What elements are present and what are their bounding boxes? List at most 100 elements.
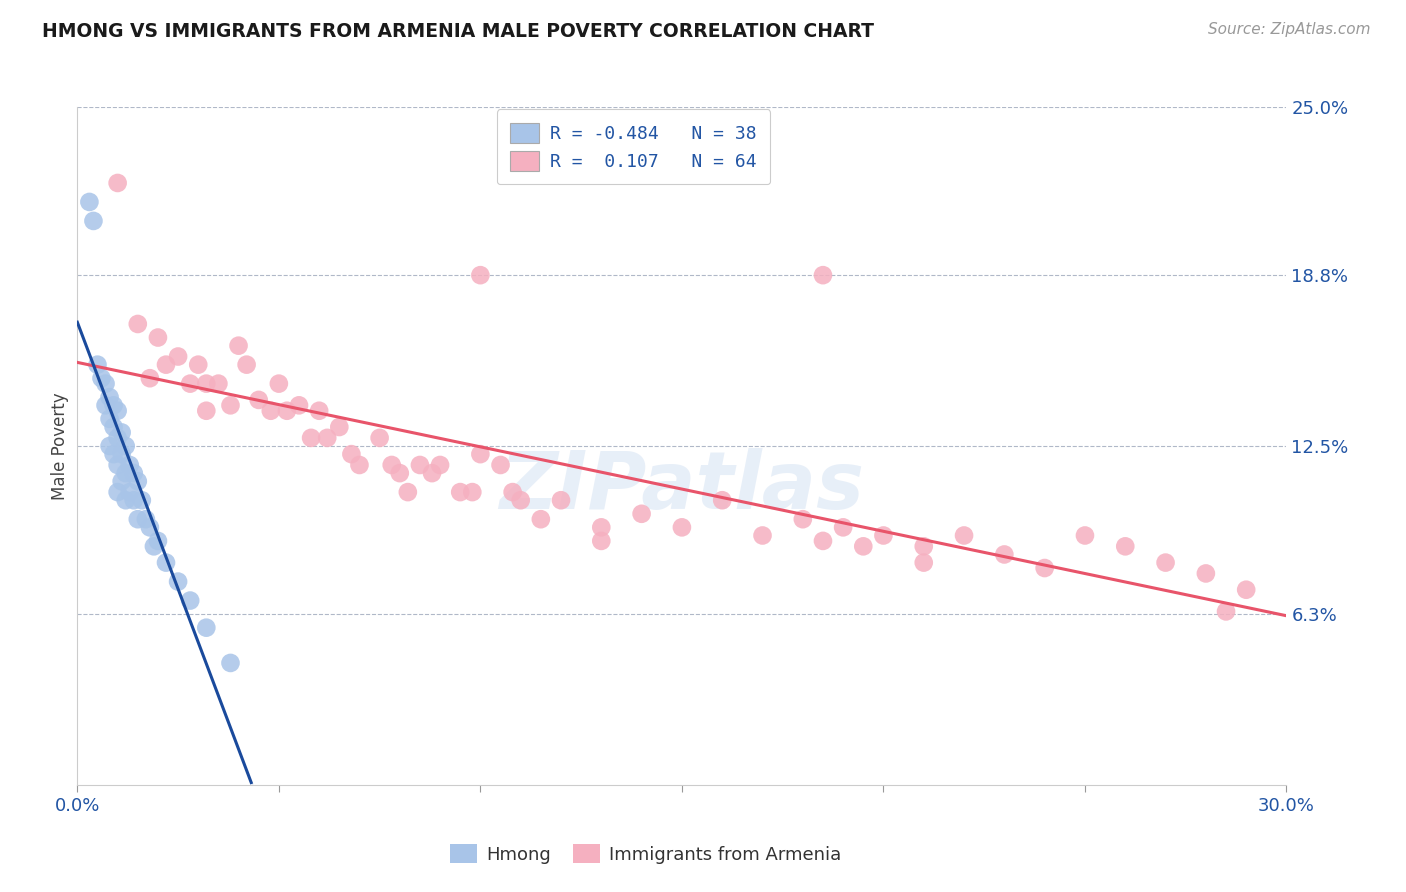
Point (79, 194, 101, 209)
Point (509, 493, 531, 508)
Text: Source: ZipAtlas.com: Source: ZipAtlas.com (1208, 22, 1371, 37)
Point (630, 507, 652, 521)
Point (1195, 566, 1218, 581)
Point (86, 358, 108, 372)
Point (114, 466, 136, 480)
Point (111, 425, 134, 440)
Text: HMONG VS IMMIGRANTS FROM ARMENIA MALE POVERTY CORRELATION CHART: HMONG VS IMMIGRANTS FROM ARMENIA MALE PO… (42, 22, 875, 41)
Point (98, 412, 121, 426)
Y-axis label: Male Poverty: Male Poverty (51, 392, 69, 500)
Point (832, 520, 855, 534)
Point (122, 466, 145, 480)
Point (107, 458, 129, 472)
Point (94, 376, 117, 391)
Point (107, 485, 129, 500)
Point (82, 214, 104, 228)
Point (118, 458, 141, 472)
Point (308, 403, 330, 417)
Point (127, 512, 149, 526)
Point (103, 420, 125, 434)
Text: ZIPatlas: ZIPatlas (499, 448, 865, 525)
Point (1154, 556, 1177, 570)
Legend: Hmong, Immigrants from Armenia: Hmong, Immigrants from Armenia (443, 837, 848, 871)
Point (127, 317, 149, 331)
Point (591, 520, 613, 534)
Point (811, 268, 834, 282)
Point (114, 439, 136, 453)
Point (993, 548, 1015, 562)
Point (953, 528, 976, 542)
Point (912, 556, 935, 570)
Point (139, 520, 162, 534)
Point (449, 485, 471, 500)
Point (267, 376, 290, 391)
Point (671, 520, 693, 534)
Point (751, 528, 773, 542)
Point (107, 403, 129, 417)
Point (146, 533, 169, 548)
Point (247, 392, 270, 407)
Point (131, 493, 153, 508)
Point (288, 398, 311, 412)
Point (792, 512, 814, 526)
Point (489, 458, 512, 472)
Point (219, 656, 242, 670)
Point (420, 466, 443, 480)
Point (260, 403, 283, 417)
Point (114, 493, 136, 508)
Point (195, 376, 218, 391)
Point (328, 420, 350, 434)
Point (550, 493, 572, 508)
Point (276, 403, 298, 417)
Point (1033, 561, 1056, 575)
Point (1215, 604, 1237, 618)
Point (167, 350, 190, 364)
Point (470, 268, 492, 282)
Point (228, 339, 250, 353)
Point (207, 376, 229, 391)
Point (316, 431, 339, 445)
Point (98, 439, 121, 453)
Point (111, 475, 134, 489)
Point (429, 458, 451, 472)
Point (179, 376, 201, 391)
Point (711, 493, 734, 508)
Point (502, 485, 524, 500)
Point (187, 358, 209, 372)
Point (852, 539, 875, 553)
Point (872, 528, 894, 542)
Point (167, 574, 190, 589)
Point (299, 431, 322, 445)
Point (122, 493, 145, 508)
Point (219, 398, 242, 412)
Point (1074, 528, 1097, 542)
Point (139, 371, 162, 385)
Point (90, 371, 112, 385)
Point (912, 539, 935, 553)
Point (107, 431, 129, 445)
Point (135, 512, 157, 526)
Point (103, 398, 125, 412)
Point (235, 358, 257, 372)
Point (107, 176, 129, 190)
Point (1114, 539, 1136, 553)
Point (349, 458, 371, 472)
Point (1234, 582, 1257, 597)
Point (381, 458, 404, 472)
Point (530, 512, 553, 526)
Point (142, 539, 165, 553)
Point (98, 390, 121, 404)
Point (340, 447, 363, 461)
Point (461, 485, 484, 500)
Point (118, 485, 141, 500)
Point (591, 533, 613, 548)
Point (94, 398, 117, 412)
Point (388, 466, 411, 480)
Point (146, 330, 169, 344)
Point (470, 447, 492, 461)
Point (103, 447, 125, 461)
Point (409, 458, 432, 472)
Point (179, 593, 201, 607)
Point (396, 485, 419, 500)
Point (368, 431, 391, 445)
